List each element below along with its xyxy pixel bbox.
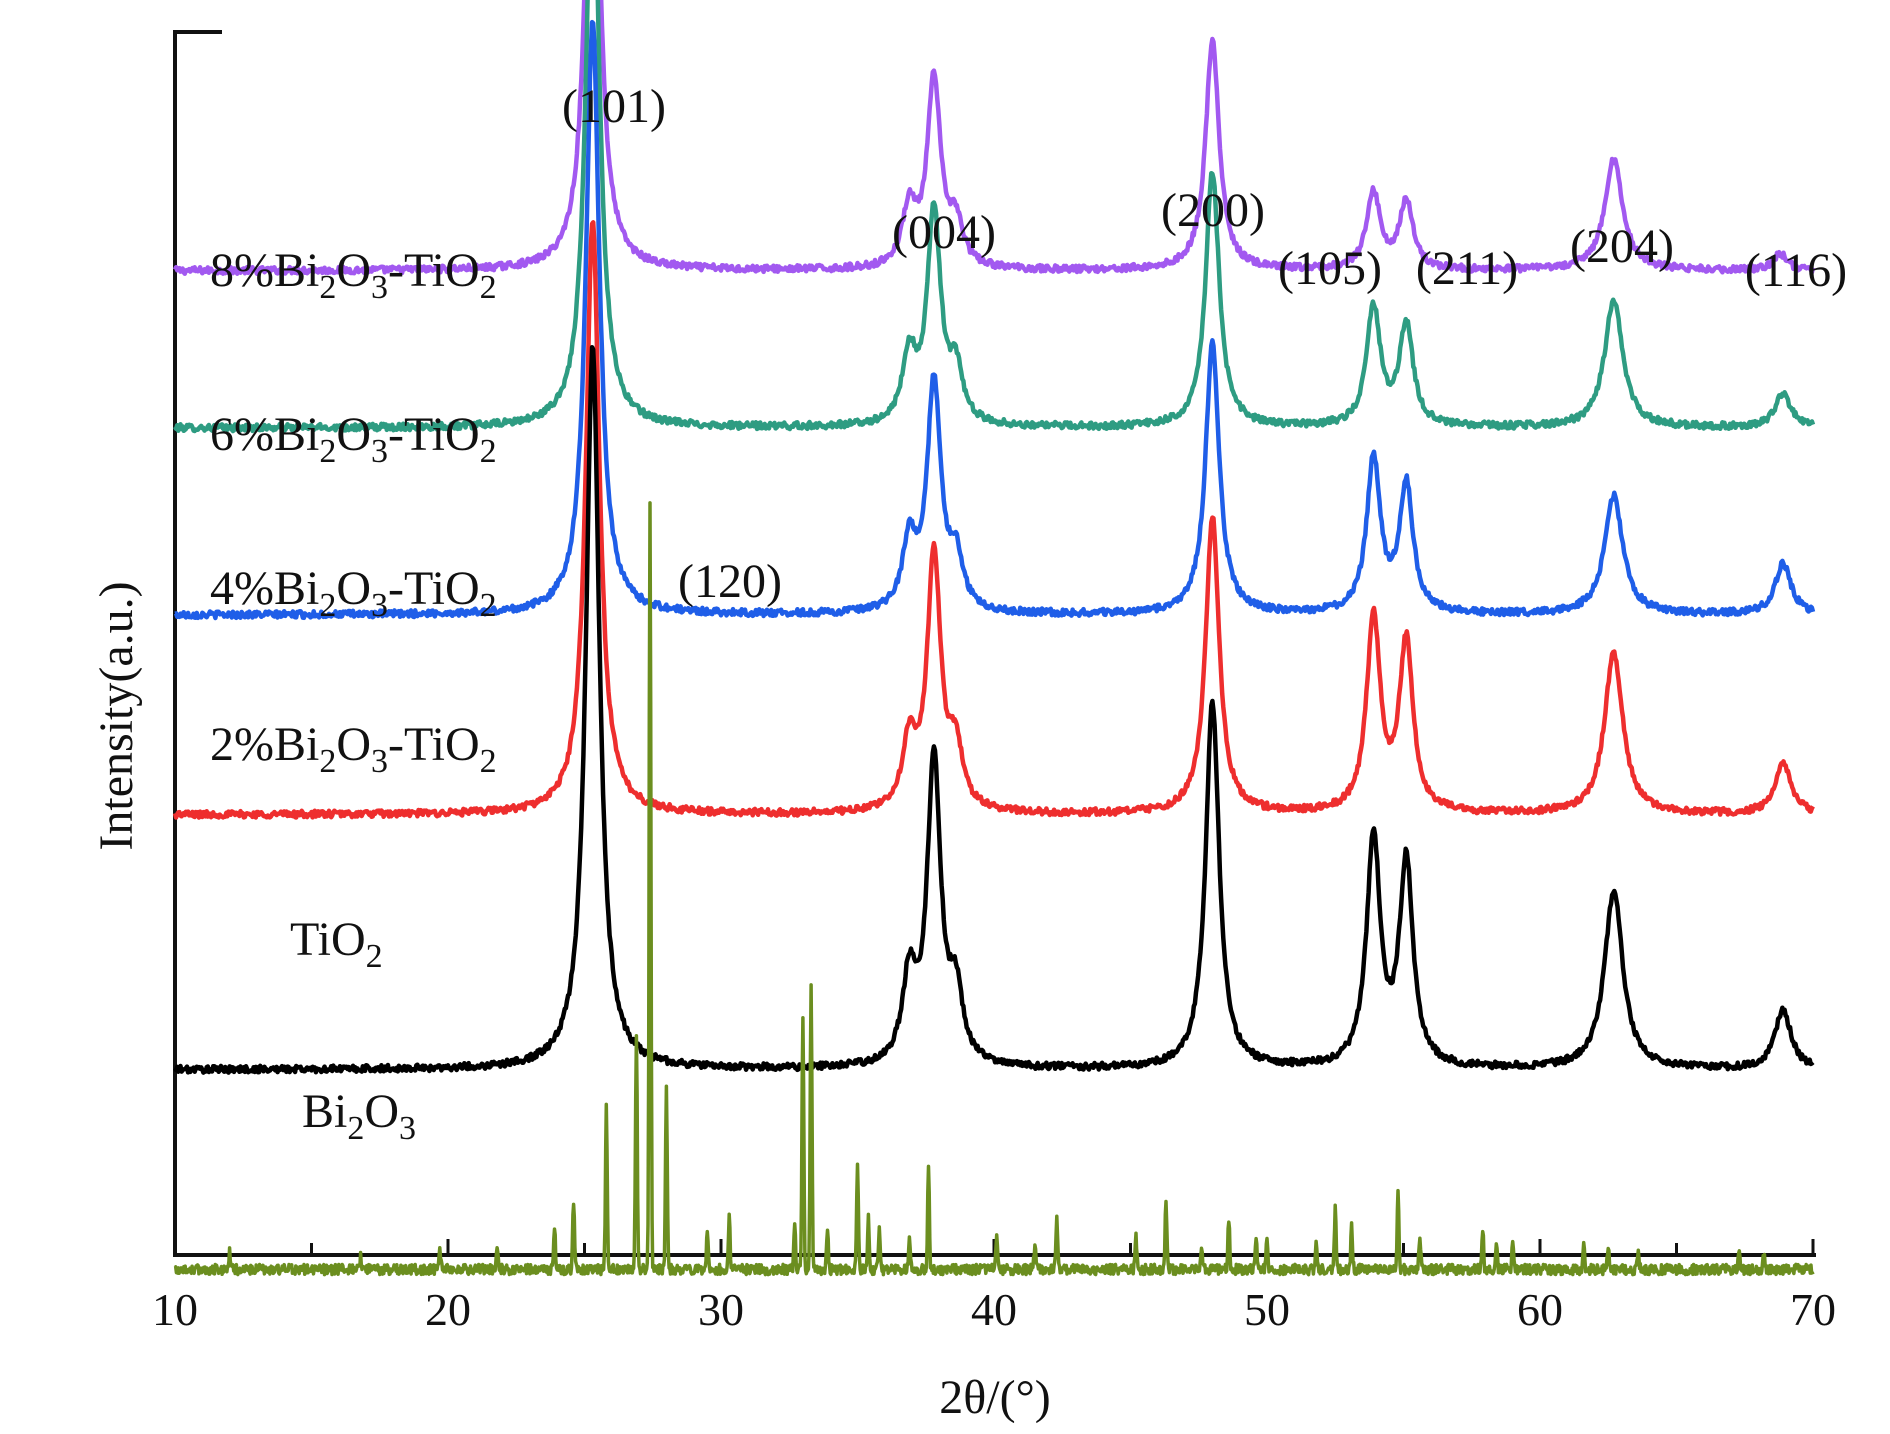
x-tick-label-20: 20	[425, 1284, 471, 1335]
series-line-tio2	[173, 344, 1815, 1075]
series-label-tio2: TiO2	[290, 913, 383, 975]
peak-label-200: (200)	[1161, 184, 1265, 237]
x-tick-label-70: 70	[1790, 1284, 1836, 1335]
series-labels: 8%Bi2O3-TiO2 6%Bi2O3-TiO2 4%Bi2O3-TiO2 2%Bi…	[210, 244, 497, 1147]
peak-label-120: (120)	[678, 555, 782, 608]
x-tick-label-60: 60	[1517, 1284, 1563, 1335]
peak-label-101: (101)	[562, 80, 666, 133]
peak-label-004: (004)	[892, 206, 996, 259]
x-tick-label-30: 30	[698, 1284, 744, 1335]
x-axis-title: 2θ/(°)	[939, 1371, 1051, 1424]
x-tick-label-10: 10	[152, 1284, 198, 1335]
y-axis-title: Intensity(a.u.)	[90, 581, 143, 850]
peak-label-204: (204)	[1570, 220, 1674, 273]
x-axis-tick-labels: 10 20 30 40 50 60 70	[152, 1284, 1836, 1335]
series-line-bi2o3	[173, 501, 1815, 1277]
peak-label-211: (211)	[1416, 242, 1518, 295]
series-label-2-bi2o3-tio2: 2%Bi2O3-TiO2	[210, 718, 497, 780]
x-tick-label-40: 40	[971, 1284, 1017, 1335]
series-line-2-bi2o3-tio2	[172, 220, 1815, 820]
series-line-8-bi2o3-tio2	[172, 0, 1816, 276]
x-tick-label-50: 50	[1244, 1284, 1290, 1335]
series-line-6-bi2o3-tio2	[173, 0, 1816, 434]
series-line-4-bi2o3-tio2	[173, 19, 1816, 621]
series-label-bi2o3: Bi2O3	[302, 1085, 416, 1147]
series-label-6-bi2o3-tio2: 6%Bi2O3-TiO2	[210, 408, 497, 470]
peak-label-105: (105)	[1278, 242, 1382, 295]
series-label-4-bi2o3-tio2: 4%Bi2O3-TiO2	[210, 562, 497, 624]
peak-label-116: (116)	[1745, 244, 1847, 297]
series-label-8-bi2o3-tio2: 8%Bi2O3-TiO2	[210, 244, 497, 306]
series-group	[172, 0, 1816, 1277]
